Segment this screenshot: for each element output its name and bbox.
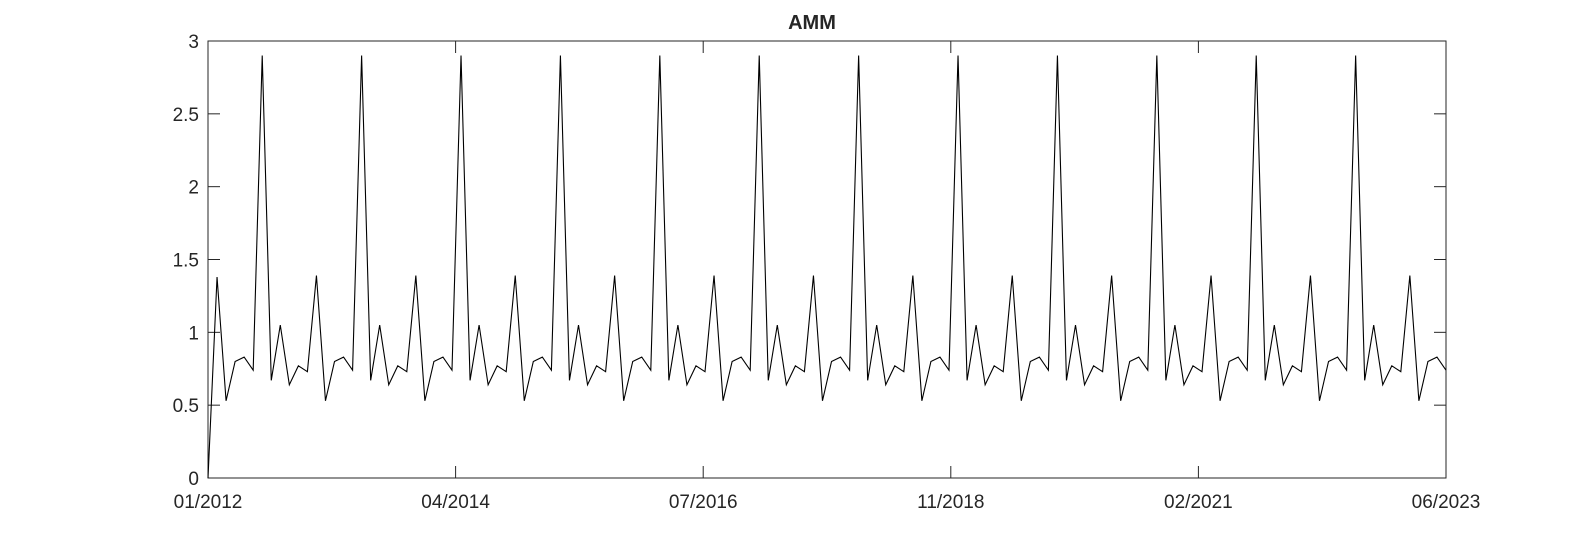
- x-tick-label: 01/2012: [174, 492, 243, 513]
- y-tick-label: 2.5: [173, 105, 199, 126]
- y-tick-label: 1: [188, 323, 199, 344]
- y-axis: 0 0.5 1 1.5 2 2.5 3: [173, 32, 1446, 490]
- plot-area-border: [207, 40, 1447, 479]
- x-tick-label: 11/2018: [917, 492, 984, 513]
- x-axis: 01/2012 04/2014 07/2016 11/2018 02/2021 06/20…: [174, 41, 1481, 513]
- chart-title: AMM: [788, 12, 836, 34]
- x-tick-label: 07/2016: [669, 492, 738, 513]
- series-group: [207, 55, 1447, 479]
- axes-frame: [207, 40, 1447, 479]
- y-tick-label: 1.5: [173, 251, 199, 272]
- y-tick-label: 3: [188, 32, 199, 53]
- y-tick-label: 2: [188, 178, 199, 199]
- y-tick-label: 0: [188, 469, 199, 490]
- x-tick-label: 06/2023: [1412, 492, 1481, 513]
- series-line: [207, 55, 1447, 479]
- x-tick-label: 04/2014: [421, 492, 490, 513]
- y-tick-label: 0.5: [173, 396, 199, 417]
- x-tick-label: 02/2021: [1164, 492, 1233, 513]
